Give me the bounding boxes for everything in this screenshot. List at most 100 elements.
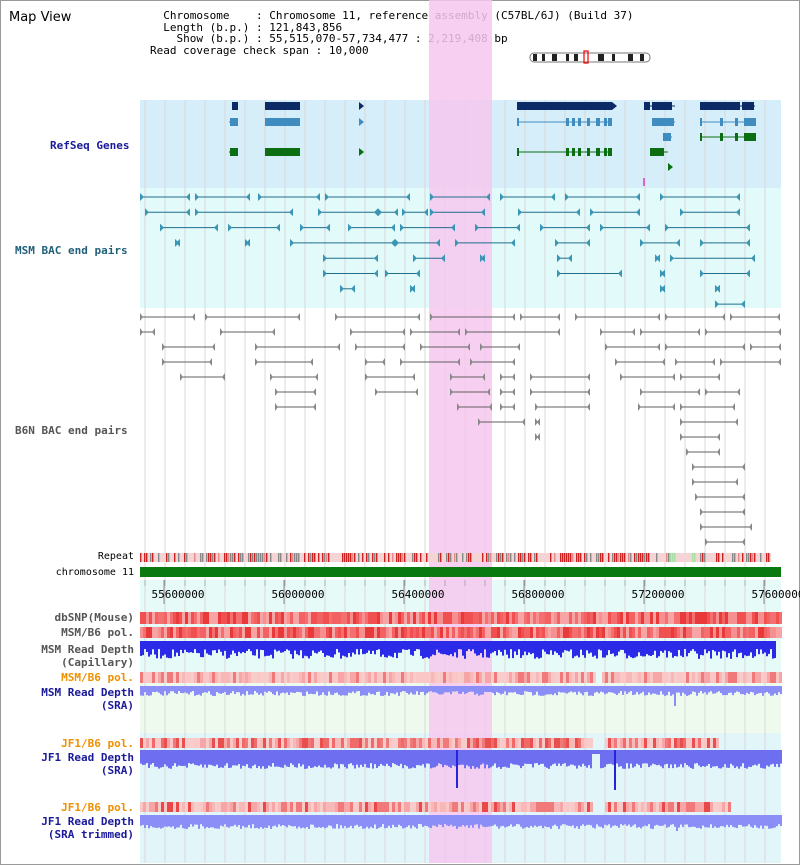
- polymorphism-cell: [464, 612, 467, 624]
- polymorphism-cell: [272, 627, 275, 638]
- polymorphism-cell: [485, 802, 488, 812]
- read-depth-bar: [420, 641, 422, 656]
- polymorphism-cell: [443, 627, 446, 638]
- polymorphism-cell: [566, 612, 569, 624]
- read-depth-bar: [726, 686, 728, 696]
- read-depth-bar: [510, 641, 512, 650]
- read-depth-bar: [304, 815, 306, 829]
- polymorphism-cell: [578, 612, 581, 624]
- polymorphism-cell: [323, 738, 326, 748]
- polymorphism-cell: [455, 738, 458, 748]
- repeat-element: [150, 553, 152, 562]
- read-depth-bar: [150, 641, 152, 655]
- read-depth-bar: [316, 815, 318, 828]
- polymorphism-cell: [365, 612, 368, 624]
- read-depth-bar: [444, 750, 446, 765]
- polymorphism-cell: [476, 627, 479, 638]
- read-depth-bar: [720, 641, 722, 659]
- read-depth-bar: [624, 750, 626, 769]
- read-depth-bar: [668, 686, 670, 692]
- polymorphism-cell: [458, 672, 461, 683]
- read-depth-bar: [476, 815, 478, 825]
- polymorphism-cell: [374, 738, 377, 748]
- polymorphism-cell: [326, 672, 329, 683]
- read-depth-bar: [616, 750, 618, 764]
- polymorphism-cell: [485, 612, 488, 624]
- polymorphism-cell: [725, 672, 728, 683]
- read-depth-bar: [320, 641, 322, 651]
- polymorphism-cell: [251, 612, 254, 624]
- read-depth-bar: [306, 686, 308, 692]
- read-depth-bar: [338, 686, 340, 695]
- read-depth-bar: [552, 750, 554, 765]
- polymorphism-cell: [749, 627, 752, 638]
- polymorphism-cell: [410, 672, 413, 683]
- polymorphism-cell: [632, 802, 635, 812]
- polymorphism-cell: [305, 627, 308, 638]
- gene-exon: [744, 118, 756, 126]
- read-depth-bar: [764, 686, 766, 693]
- polymorphism-cell: [269, 738, 272, 748]
- read-depth-bar: [462, 686, 464, 692]
- polymorphism-cell: [461, 802, 464, 812]
- polymorphism-cell: [482, 612, 485, 624]
- read-depth-bar: [386, 641, 388, 658]
- read-depth-bar: [494, 641, 496, 652]
- track-label-msm-bac[interactable]: MSM BAC end pairs: [15, 244, 128, 257]
- track-label-b6n-bac[interactable]: B6N BAC end pairs: [15, 424, 128, 437]
- polymorphism-cell: [254, 627, 257, 638]
- polymorphism-cell: [326, 738, 329, 748]
- strand-arrow: [359, 148, 364, 156]
- polymorphism-cell: [539, 612, 542, 624]
- polymorphism-cell: [197, 672, 200, 683]
- bac-end-marker: [661, 284, 665, 293]
- strand-arrow: [359, 118, 364, 126]
- read-depth-bar: [416, 641, 418, 650]
- polymorphism-cell: [308, 802, 311, 812]
- bac-end-marker: [316, 193, 320, 201]
- read-depth-bar: [414, 815, 416, 828]
- bac-end-marker: [576, 208, 580, 217]
- read-depth-bar: [564, 750, 566, 764]
- read-depth-bar: [172, 750, 174, 766]
- read-depth-bar: [462, 815, 464, 825]
- track-label-jf1-read-depth-sra: JF1 Read Depth: [41, 751, 134, 764]
- read-depth-bar: [780, 750, 782, 764]
- read-depth-bar: [766, 815, 768, 826]
- read-depth-bar: [446, 815, 448, 826]
- read-depth-bar: [608, 686, 610, 693]
- read-depth-bar: [432, 750, 434, 768]
- read-depth-bar: [140, 815, 142, 826]
- read-depth-bar: [562, 815, 564, 825]
- polymorphism-cell: [638, 612, 641, 624]
- polymorphism-cell: [362, 612, 365, 624]
- polymorphism-cell: [374, 612, 377, 624]
- polymorphism-cell: [188, 612, 191, 624]
- read-depth-bar: [774, 686, 776, 694]
- read-depth-bar: [594, 750, 596, 754]
- polymorphism-cell: [266, 672, 269, 683]
- repeat-element: [168, 553, 170, 562]
- read-depth-bar: [408, 686, 410, 695]
- bac-end-marker: [220, 328, 223, 336]
- polymorphism-cell: [671, 738, 674, 748]
- read-depth-bar: [646, 815, 648, 827]
- polymorphism-cell: [176, 738, 179, 748]
- polymorphism-cell: [539, 802, 542, 812]
- polymorphism-cell: [551, 738, 554, 748]
- read-depth-bar: [442, 750, 444, 768]
- read-depth-bar: [142, 750, 144, 765]
- read-depth-bar: [340, 686, 342, 696]
- repeat-element: [522, 553, 524, 562]
- bac-end-marker: [420, 343, 423, 351]
- polymorphism-cell: [581, 802, 584, 812]
- polymorphism-cell: [641, 738, 644, 748]
- read-depth-bar: [520, 815, 522, 827]
- polymorphism-cell: [488, 738, 491, 748]
- polymorphism-cell: [740, 672, 743, 683]
- read-depth-bar: [304, 750, 306, 769]
- polymorphism-cell: [476, 738, 479, 748]
- bac-end-marker: [557, 269, 561, 278]
- track-label-refseq[interactable]: RefSeq Genes: [50, 139, 130, 152]
